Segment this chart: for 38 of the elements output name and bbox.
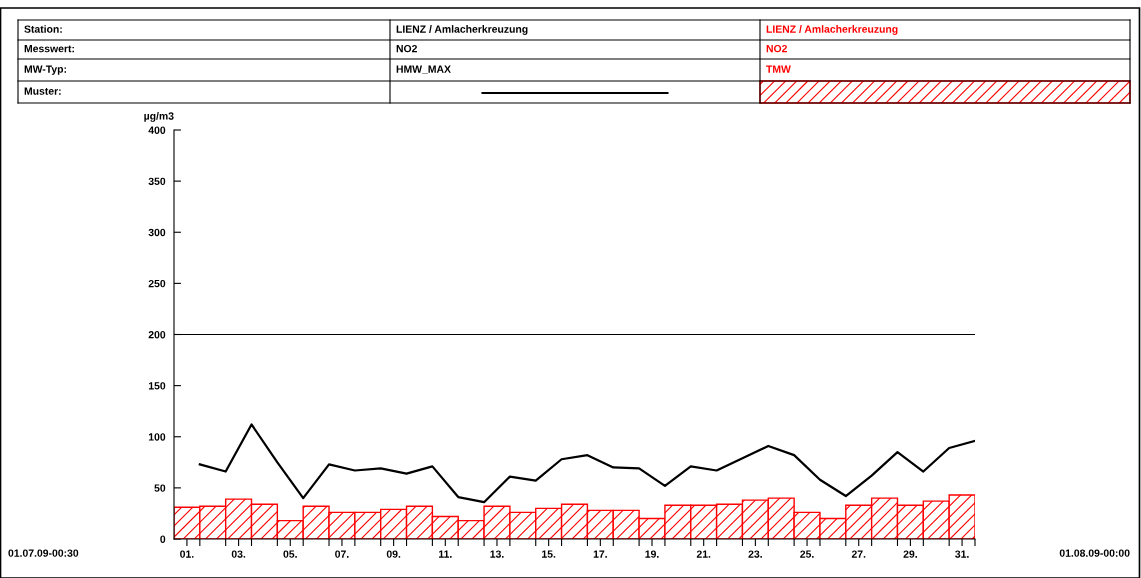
y-tick-label: 200 <box>148 331 166 339</box>
y-tick-label: 400 <box>148 126 166 134</box>
text: MW-Typ: <box>24 65 66 75</box>
x-tick-label: 31. <box>955 550 969 558</box>
text: TMW <box>766 65 791 73</box>
text: HMW_MAX <box>396 65 451 74</box>
x-tick-label: 23. <box>748 550 762 558</box>
x-tick-label: 21. <box>696 550 711 558</box>
y-tick-label: 100 <box>148 433 166 441</box>
y-tick-label: 0 <box>160 535 166 543</box>
x-tick-label: 11. <box>439 550 452 558</box>
text: NO2 <box>396 44 417 53</box>
x-tick-label: 25. <box>800 550 814 558</box>
text: LIENZ / Amlacherkreuzung <box>766 25 898 35</box>
x-tick-label: 05. <box>283 550 297 558</box>
y-tick-label: 50 <box>154 484 166 492</box>
text: 01.08.09-00:00 <box>1059 549 1130 557</box>
x-tick-label: 19. <box>645 550 659 558</box>
x-tick-label: 03. <box>231 550 246 558</box>
text: Muster: <box>24 87 61 95</box>
x-tick-label: 17. <box>593 550 607 558</box>
text: LIENZ / Amlacherkreuzung <box>396 25 528 35</box>
y-axis-title: µg/m3 <box>144 112 174 122</box>
x-tick-label: 01. <box>180 550 194 558</box>
text: Station: <box>24 25 62 33</box>
text: 01.07.09-00:30 <box>8 549 79 557</box>
y-tick-label: 350 <box>148 177 166 186</box>
y-tick-label: 150 <box>148 382 166 390</box>
x-tick-label: 09. <box>386 550 401 558</box>
text: Messwert: <box>24 45 74 53</box>
text: NO2 <box>766 44 787 53</box>
x-tick-label: 27. <box>851 550 866 558</box>
x-tick-label: 13. <box>490 550 504 558</box>
x-tick-label: 29. <box>903 550 917 558</box>
y-tick-label: 300 <box>148 228 166 237</box>
x-tick-label: 15. <box>542 550 556 558</box>
x-tick-label: 07. <box>335 550 349 558</box>
y-tick-label: 250 <box>148 279 166 288</box>
